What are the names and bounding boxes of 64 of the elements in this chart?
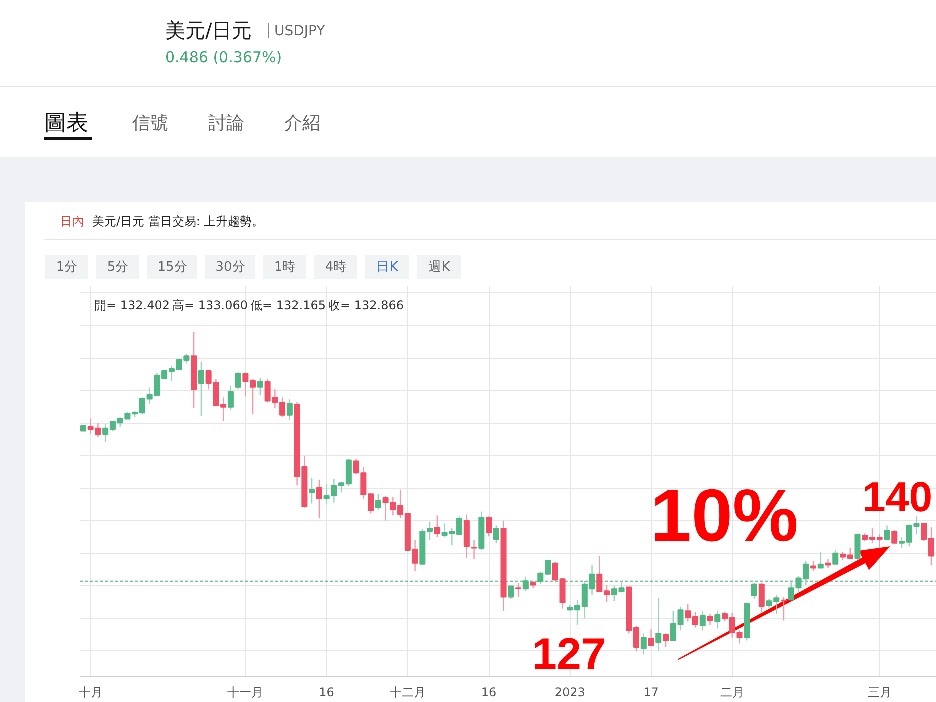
candlestick [714, 610, 721, 630]
candlestick [818, 552, 824, 569]
candlestick [854, 533, 861, 562]
candlestick [884, 525, 890, 540]
candlestick [508, 586, 514, 600]
x-tick-label: 十月 [78, 686, 103, 700]
candlestick [471, 540, 478, 560]
text: 5分 [107, 260, 129, 275]
annotation: 10% [650, 474, 799, 558]
chart-subtitle: USDJPY [274, 24, 326, 40]
candlestick [316, 479, 322, 520]
x-tick-label: 16 [481, 686, 497, 700]
candlestick [486, 516, 492, 538]
text: 4時 [325, 260, 347, 275]
text: 1時 [274, 260, 296, 275]
text: 美元/日元 當日交易: 上升趨勢。 [92, 214, 264, 228]
candlestick [434, 515, 440, 538]
text: 討論 [208, 113, 244, 134]
candlestick [198, 361, 204, 417]
candlestick [707, 613, 714, 626]
candlestick [309, 477, 316, 504]
candlestick [522, 576, 529, 592]
text: 高= 133.060 [172, 298, 248, 312]
chart-title: 美元/日元 [166, 18, 252, 42]
x-tick-label: 16 [319, 686, 334, 700]
text: 1分 [56, 260, 78, 275]
text: 圖表 [44, 111, 88, 136]
candlestick [235, 372, 242, 390]
candlestick [656, 598, 662, 652]
candlestick [663, 633, 670, 648]
x-tick-label: 三月 [868, 686, 892, 700]
text: 低= 132.165 [250, 298, 326, 312]
text: 週K [428, 260, 451, 275]
candlestick [780, 596, 788, 622]
text: 日內 [60, 214, 84, 228]
candlestick [640, 633, 647, 656]
candlestick [648, 629, 654, 646]
candlestick [892, 530, 898, 544]
candlestick [375, 493, 382, 510]
x-tick-label: 十一月 [228, 686, 264, 700]
x-tick-label: 十二月 [390, 686, 426, 700]
x-tick-label: 二月 [720, 686, 744, 700]
candlestick [751, 582, 758, 600]
candlestick [286, 399, 293, 421]
candlestick [758, 582, 765, 614]
text: 30分 [216, 260, 246, 275]
text: 日K [376, 260, 399, 275]
text: 收= 132.866 [328, 298, 404, 312]
x-tick-label: 17 [644, 686, 659, 700]
text: 0.486 (0.367%) [166, 48, 282, 66]
candlestick [493, 525, 500, 544]
text: 介紹 [284, 113, 320, 134]
candlestick [228, 385, 234, 412]
candlestick [700, 610, 706, 632]
candlestick [832, 550, 839, 565]
annotation: 140 [862, 473, 933, 520]
text: 15分 [158, 260, 188, 275]
x-tick-label: 2023 [554, 686, 586, 700]
annotation: 127 [532, 630, 606, 680]
text: 信號 [132, 113, 168, 134]
text: 開= 132.402 [94, 298, 170, 312]
candlestick [516, 582, 522, 598]
candlestick [257, 377, 264, 396]
candlestick [810, 560, 817, 572]
